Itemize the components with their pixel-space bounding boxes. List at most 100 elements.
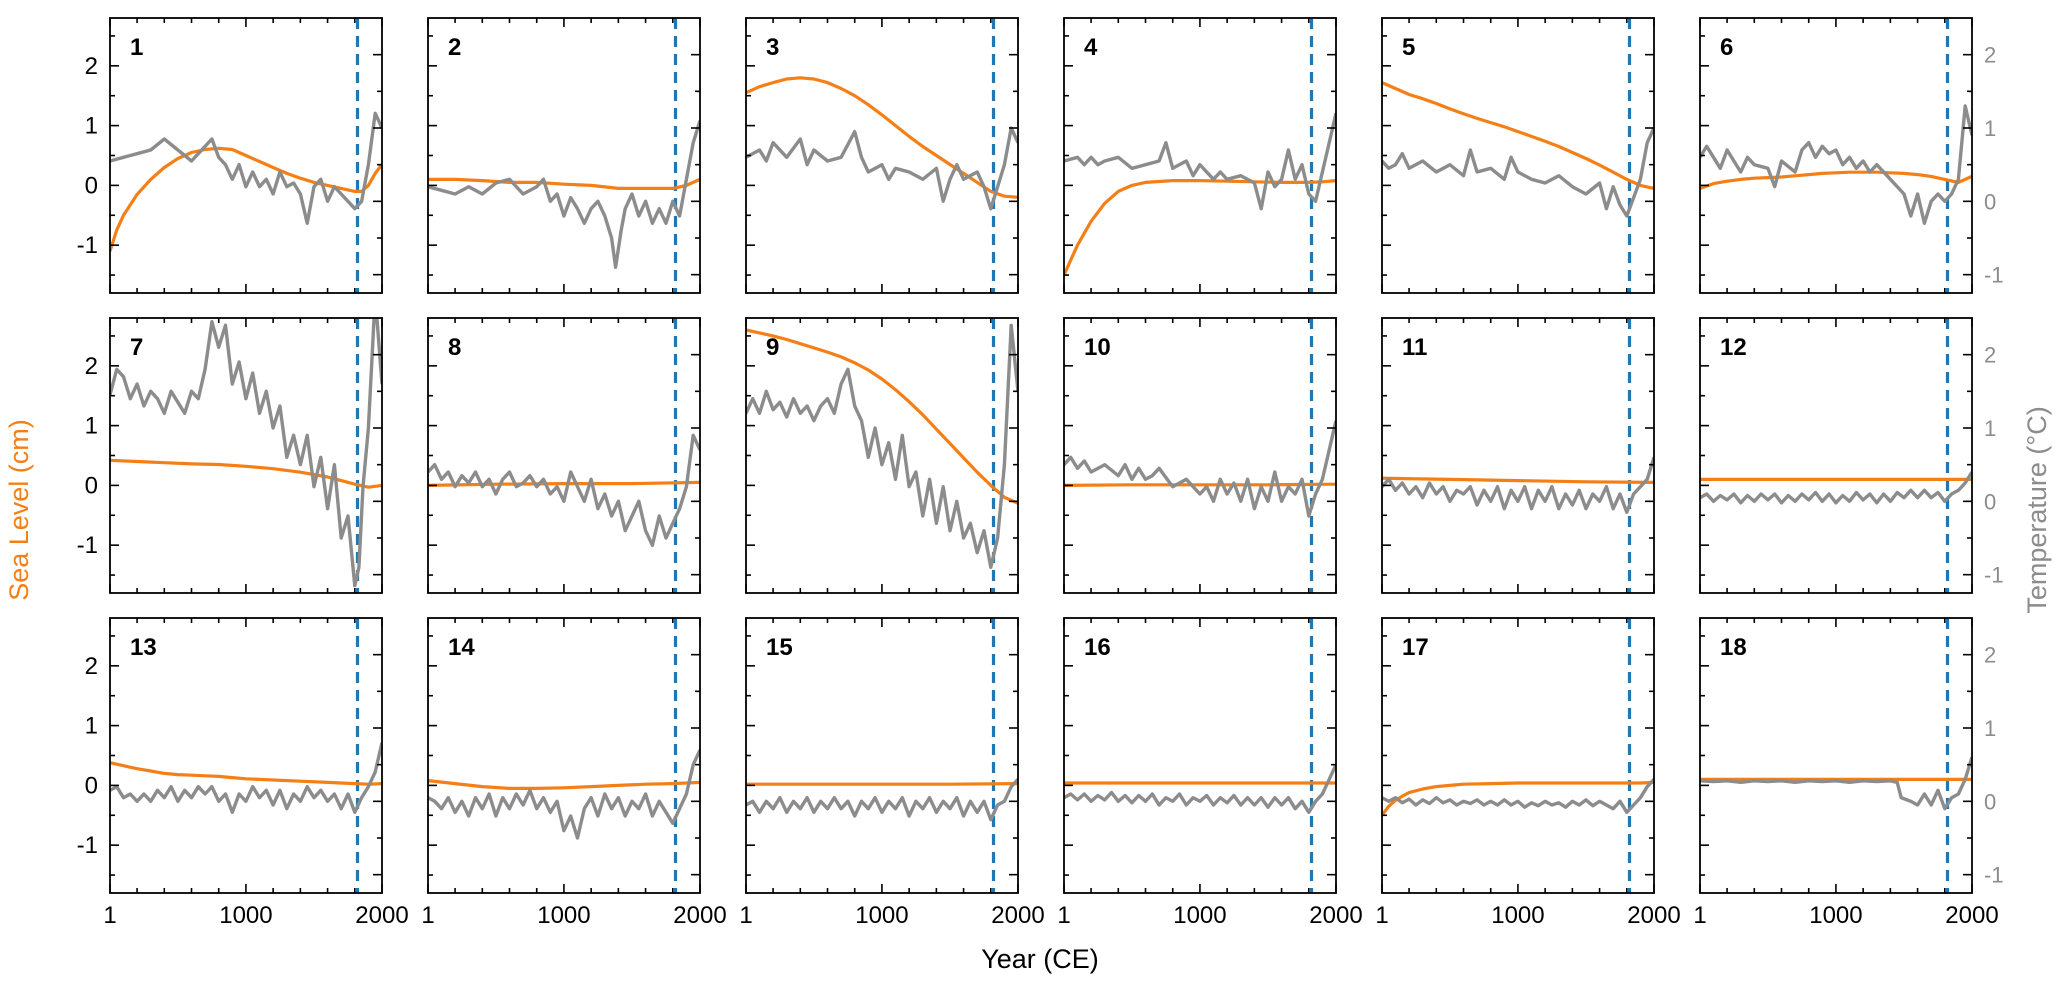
panel-17: 17 1 1000 2000: [1375, 617, 1681, 929]
y-right-tick-label: -1: [1984, 863, 2004, 888]
temperature-line: [746, 126, 1018, 211]
panel-5: 5: [1381, 17, 1655, 294]
panel-number: 18: [1720, 634, 1747, 661]
x-tick-label: 2000: [355, 902, 408, 929]
temperature-line: [1382, 456, 1654, 514]
temperature-line: [746, 778, 1018, 822]
panel-number: 2: [448, 34, 461, 61]
panel-number: 16: [1084, 634, 1111, 661]
temperature-line: [428, 749, 700, 840]
x-tick-label: 1: [103, 902, 116, 929]
sea-level-line: [1700, 170, 1972, 190]
y-left-tick-label: 0: [85, 772, 98, 799]
temperature-line: [746, 323, 1018, 569]
temperature-line: [1382, 127, 1654, 218]
panel-number: 5: [1402, 34, 1415, 61]
panel-number: 12: [1720, 334, 1747, 361]
panel-8: 8: [427, 317, 701, 594]
panel-frame: [1699, 17, 1973, 294]
panel-number: 1: [130, 34, 143, 61]
x-tick-label: 1: [739, 902, 752, 929]
sea-level-line: [110, 146, 382, 252]
y-right-tick-label: 0: [1984, 489, 1996, 514]
y-left-tick-label: 0: [85, 472, 98, 499]
panel-11: 11: [1381, 317, 1655, 594]
temperature-line: [1064, 763, 1336, 814]
y-right-tick-label: 1: [1984, 416, 1996, 441]
y-right-tick-label: 2: [1984, 643, 1996, 668]
sea-level-line: [110, 761, 382, 786]
panel-15: 15 1 1000 2000: [739, 617, 1045, 929]
panel-frame: [427, 317, 701, 594]
y-left-tick-label: -1: [77, 232, 98, 259]
panel-13: 13 1 1000 2000 -1 0 1 2: [77, 617, 409, 929]
panel-number: 15: [766, 634, 793, 661]
y-right-tick-label: 1: [1984, 116, 1996, 141]
temperature-line: [1382, 778, 1654, 814]
y-left-tick-label: 0: [85, 172, 98, 199]
temperature-line: [110, 111, 382, 226]
y-left-tick-label: 1: [85, 113, 98, 140]
temperature-line: [1700, 756, 1972, 811]
temperature-line: [110, 742, 382, 814]
y-left-tick-label: 2: [85, 653, 98, 680]
x-axis-label: Year (CE): [981, 944, 1099, 974]
y-right-tick-label: 1: [1984, 716, 1996, 741]
y-right-tick-label: 2: [1984, 43, 1996, 68]
x-tick-label: 1000: [1809, 902, 1862, 929]
sea-level-line: [110, 458, 382, 489]
temperature-line: [428, 433, 700, 547]
x-tick-label: 1: [1057, 902, 1070, 929]
panel-3: 3: [745, 17, 1019, 294]
panel-18: 18 1 1000 2000 -1 0 1 2: [1693, 617, 2004, 929]
panel-frame: [1063, 17, 1337, 294]
y-right-tick-label: 2: [1984, 343, 1996, 368]
sea-level-line: [746, 76, 1018, 199]
y-right-tick-label: 0: [1984, 789, 1996, 814]
y-left-tick-label: -1: [77, 532, 98, 559]
x-tick-label: 1000: [1173, 902, 1226, 929]
x-tick-label: 1000: [219, 902, 272, 929]
y-left-tick-label: 2: [85, 53, 98, 80]
temperature-line: [428, 120, 700, 269]
temperature-line: [1064, 420, 1336, 518]
y-right-tick-label: -1: [1984, 263, 2004, 288]
x-tick-label: 1000: [1491, 902, 1544, 929]
panel-6: 6 -1 0 1 2: [1699, 17, 2004, 294]
y-left-tick-label: 1: [85, 713, 98, 740]
y-right-tick-label: -1: [1984, 563, 2004, 588]
sea-level-line: [746, 328, 1018, 505]
y-axis-label-left: Sea Level (cm): [4, 419, 34, 601]
panel-number: 9: [766, 334, 779, 361]
panel-2: 2: [427, 17, 701, 294]
y-left-tick-label: -1: [77, 832, 98, 859]
sea-level-line: [1064, 179, 1336, 276]
x-tick-label: 1: [1693, 902, 1706, 929]
panel-number: 6: [1720, 34, 1733, 61]
panel-4: 4: [1063, 17, 1337, 294]
panel-number: 17: [1402, 634, 1429, 661]
sea-level-line: [1382, 81, 1654, 190]
sea-level-line: [746, 782, 1018, 786]
panel-number: 7: [130, 334, 143, 361]
y-left-tick-label: 1: [85, 413, 98, 440]
temperature-line: [110, 318, 382, 588]
panel-16: 16 1 1000 2000: [1057, 617, 1363, 929]
sea-level-line: [428, 779, 700, 791]
panel-frame: [1381, 17, 1655, 294]
sea-level-line: [1382, 476, 1654, 484]
sea-level-line: [428, 177, 700, 190]
panel-7: 7 -1 0 1 2: [77, 317, 383, 594]
panel-number: 13: [130, 634, 157, 661]
x-tick-label: 2000: [1945, 902, 1998, 929]
panel-number: 10: [1084, 334, 1111, 361]
y-right-tick-label: 0: [1984, 189, 1996, 214]
panel-number: 4: [1084, 34, 1098, 61]
x-tick-label: 2000: [1309, 902, 1362, 929]
panel-number: 8: [448, 334, 461, 361]
x-tick-label: 1000: [855, 902, 908, 929]
y-axis-label-right: Temperature (°C): [2022, 406, 2052, 613]
panel-1: 1 -1 0 1 2: [77, 17, 383, 294]
